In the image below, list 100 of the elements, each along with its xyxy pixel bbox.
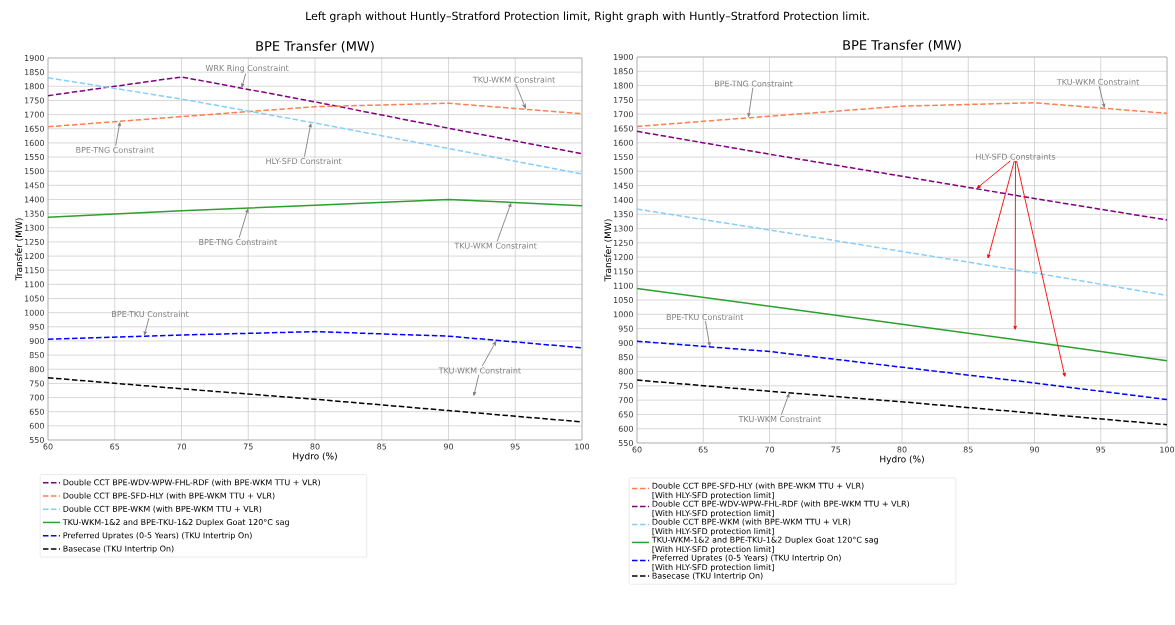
legend-label: Double CCT BPE-WDV-WPW-FHL-RDF (with BPE-WKM TTU + VLR) [With HLY-SFD protection limit]: [652, 500, 910, 518]
legend-label: Basecase (TKU Intertrip On): [652, 572, 763, 581]
line-series: [636, 102, 1168, 128]
y-tick-label: 1650: [24, 125, 44, 132]
line-series: [47, 77, 583, 175]
annotation: TKU-WKM Constraint: [472, 76, 556, 83]
line-series: [47, 377, 583, 423]
annotation: TKU-WKM Constraint: [438, 367, 521, 374]
y-tick-label: 1150: [613, 268, 633, 275]
x-tick-label: 80: [897, 446, 907, 453]
y-tick-label: 1250: [613, 239, 633, 246]
y-tick-label: 1000: [24, 309, 44, 316]
y-tick-label: 1400: [24, 196, 44, 203]
annotation: TKU-WKM Constraint: [1056, 78, 1140, 85]
line-series: [47, 198, 583, 219]
line-series: [47, 330, 583, 349]
legend-label: Preferred Uprates (0-5 Years) (TKU Intertrip On) [With HLY-SFD protection limit]: [652, 554, 841, 572]
y-tick-label: 950: [618, 325, 633, 332]
y-tick-label: 900: [618, 339, 633, 346]
line-series: [636, 130, 1168, 221]
y-tick-label: 950: [29, 323, 44, 330]
y-tick-label: 1750: [24, 97, 44, 104]
legend-label: Double CCT BPE-WKM (with BPE-WKM TTU + VLR) [With HLY-SFD protection limit]: [652, 518, 851, 536]
line-series: [47, 76, 583, 155]
annotation: BPE-TKU Constraint: [112, 310, 189, 318]
x-axis-title: Hydro (%): [293, 452, 337, 462]
legend-label: Basecase (TKU Intertrip On): [63, 545, 174, 554]
y-tick-label: 1700: [613, 111, 633, 118]
y-tick-label: 1550: [24, 154, 44, 161]
y-tick-label: 1800: [613, 82, 633, 89]
x-tick-label: 75: [831, 446, 841, 453]
y-tick-label: 1050: [24, 295, 44, 302]
legend-label: TKU-WKM-1&2 and BPE-TKU-1&2 Duplex Goat 120°C sag [With HLY-SFD protection limit]: [651, 536, 878, 554]
x-tick-label: 85: [963, 446, 973, 453]
annotation: HLY-SFD Constraints: [976, 153, 1056, 160]
annotation: HLY-SFD Constraint: [266, 157, 342, 165]
y-tick-label: 550: [29, 436, 44, 444]
y-tick-label: 1350: [24, 210, 44, 217]
legend-label: Double CCT BPE-SFD-HLY (with BPE-WKM TTU + VLR) [With HLY-SFD protection limit]: [652, 482, 864, 500]
y-tick-label: 700: [29, 394, 44, 401]
y-tick-label: 1500: [24, 168, 44, 175]
y-tick-label: 1900: [24, 54, 44, 62]
x-tick-label: 70: [177, 443, 187, 450]
y-tick-label: 550: [618, 439, 633, 447]
annotation: BPE-TNG Constraint: [714, 80, 793, 87]
annotation: BPE-TNG Constraint: [76, 146, 155, 153]
y-tick-label: 650: [29, 408, 44, 415]
x-tick-label: 65: [698, 446, 708, 453]
y-tick-label: 1000: [613, 311, 633, 318]
x-tick-label: 80: [310, 443, 320, 450]
legend-label: TKU-WKM-1&2 and BPE-TKU-1&2 Duplex Goat 120°C sag: [62, 518, 289, 527]
y-tick-label: 750: [29, 380, 44, 387]
y-tick-label: 1050: [613, 297, 633, 304]
x-axis-title: Hydro (%): [880, 455, 924, 465]
line-series: [47, 102, 583, 128]
y-tick-label: 1200: [24, 253, 44, 260]
chart-title: BPE Transfer (MW): [843, 39, 961, 52]
x-tick-label: 95: [1096, 446, 1106, 453]
y-tick-label: 1500: [613, 168, 633, 175]
y-tick-label: 1350: [613, 211, 633, 218]
y-tick-label: 1900: [613, 53, 633, 61]
annotation: BPE-TNG Constraint: [199, 238, 277, 246]
x-tick-label: 60: [632, 446, 642, 453]
legend-label: Double CCT BPE-WKM (with BPE-WKM TTU + VLR): [63, 505, 262, 513]
y-tick-label: 1600: [24, 139, 44, 146]
x-tick-label: 95: [510, 443, 520, 450]
line-series: [636, 379, 1168, 426]
y-tick-label: 1650: [613, 125, 633, 132]
y-tick-label: 1300: [613, 225, 633, 232]
legend-label: Double CCT BPE-WDV-WPW-FHL-RDF (with BPE-WKM TTU + VLR): [63, 479, 320, 487]
y-tick-label: 800: [29, 366, 44, 373]
line-series: [636, 287, 1168, 362]
annotation: WRK Ring Constraint: [205, 64, 289, 73]
y-tick-label: 750: [618, 382, 633, 389]
y-tick-label: 1450: [24, 182, 44, 189]
y-tick-label: 1400: [613, 196, 633, 203]
annotation: BPE-TKU Constraint: [666, 313, 744, 321]
y-tick-label: 600: [618, 425, 633, 432]
y-tick-label: 1450: [613, 182, 633, 189]
y-tick-label: 650: [618, 411, 633, 418]
y-tick-label: 1200: [613, 254, 633, 261]
legend-label: Double CCT BPE-SFD-HLY (with BPE-WKM TTU + VLR): [63, 492, 275, 500]
y-tick-label: 700: [618, 397, 633, 404]
y-tick-label: 1250: [24, 238, 44, 245]
y-tick-label: 1100: [613, 282, 633, 289]
y-axis-title: Transfer (MW): [604, 219, 613, 282]
y-tick-label: 900: [29, 337, 44, 344]
text: Left graph without Huntly–Stratford Protection limit, Right graph with Huntly–Stratford Protection limit.: [306, 11, 869, 23]
x-tick-label: 70: [765, 446, 775, 453]
line-series: [636, 208, 1168, 297]
x-tick-label: 100: [575, 443, 590, 450]
y-tick-label: 850: [618, 354, 633, 361]
annotation: TKU-WKM Constraint: [738, 415, 821, 423]
x-tick-label: 90: [443, 443, 454, 450]
y-tick-label: 1750: [613, 96, 633, 103]
y-tick-label: 1850: [613, 68, 633, 75]
x-tick-label: 75: [243, 443, 253, 450]
chart-title: BPE Transfer (MW): [256, 40, 374, 53]
annotation: TKU-WKM Constraint: [454, 242, 537, 249]
x-tick-label: 90: [1029, 446, 1040, 453]
